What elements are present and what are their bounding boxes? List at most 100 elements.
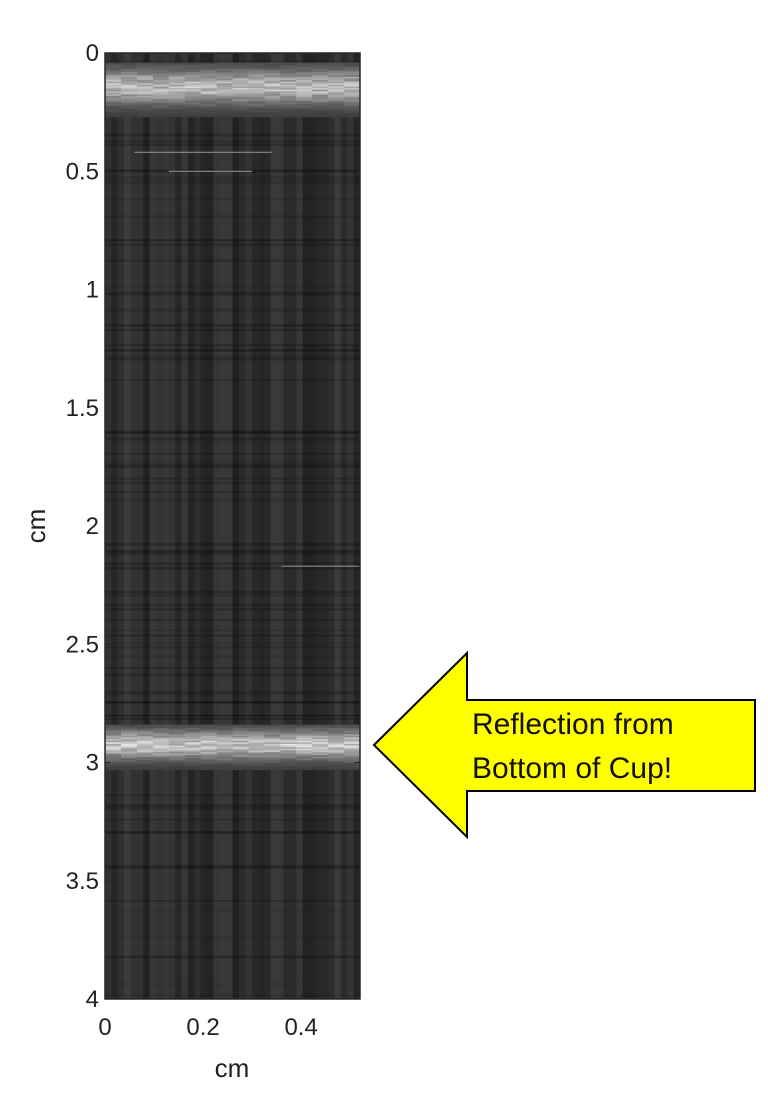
- heatmap-band-cell: [152, 724, 170, 727]
- heatmap-band-cell: [168, 740, 186, 743]
- heatmap-band-cell: [152, 70, 170, 73]
- heatmap-band-cell: [328, 735, 345, 738]
- heatmap-band-cell: [120, 62, 138, 65]
- heatmap-band-cell: [216, 112, 233, 115]
- heatmap-column: [168, 53, 176, 999]
- heatmap-band-cell: [200, 105, 218, 108]
- heatmap-row-streak: [105, 477, 360, 480]
- heatmap-band-cell: [216, 110, 233, 113]
- heatmap-band-cell: [136, 67, 154, 70]
- heatmap-band-cell: [216, 753, 233, 756]
- heatmap-band-cell: [264, 97, 281, 100]
- heatmap-band-cell: [120, 734, 138, 737]
- heatmap-band-cell: [344, 67, 361, 70]
- heatmap-band-cell: [248, 73, 265, 76]
- heatmap-band-cell: [280, 88, 297, 91]
- heatmap-band-cell: [105, 73, 122, 76]
- heatmap-band-cell: [344, 745, 361, 748]
- heatmap-band-cell: [216, 761, 233, 764]
- heatmap-band-cell: [120, 747, 138, 750]
- heatmap-row-streak: [105, 666, 360, 669]
- heatmap-band-cell: [136, 100, 154, 103]
- heatmap-band-cell: [105, 755, 122, 758]
- heatmap-row-streak: [105, 285, 360, 288]
- heatmap-band-cell: [168, 99, 186, 102]
- heatmap-band-cell: [120, 76, 138, 79]
- heatmap-band-cell: [200, 107, 218, 110]
- heatmap-band-cell: [232, 94, 249, 97]
- heatmap-band-cell: [168, 731, 186, 734]
- heatmap-band-cell: [105, 110, 122, 113]
- heatmap-band-cell: [200, 75, 218, 78]
- heatmap-row-streak: [105, 439, 360, 442]
- heatmap-band-cell: [184, 99, 202, 102]
- heatmap-band-cell: [184, 724, 202, 727]
- heatmap-band-cell: [152, 747, 170, 750]
- heatmap-column: [328, 53, 335, 999]
- heatmap-band-cell: [184, 75, 202, 78]
- heatmap-band-cell: [328, 88, 345, 91]
- heatmap-band-cell: [264, 96, 281, 99]
- heatmap-band-cell: [232, 729, 249, 732]
- heatmap-band-cell: [152, 734, 170, 737]
- heatmap-band-cell: [296, 72, 313, 75]
- heatmap-band-cell: [184, 108, 202, 111]
- heatmap-band-cell: [168, 726, 186, 729]
- heatmap-band-cell: [136, 99, 154, 102]
- heatmap-column: [347, 53, 355, 999]
- heatmap-row-streak: [105, 133, 360, 137]
- heatmap-band-cell: [344, 70, 361, 73]
- heatmap-band-cell: [280, 68, 297, 71]
- heatmap-band-cell: [344, 734, 361, 737]
- heatmap-row-streak: [105, 491, 360, 493]
- heatmap-band-cell: [296, 740, 313, 743]
- heatmap-band-cell: [184, 740, 202, 743]
- heatmap-band-cell: [136, 88, 154, 91]
- heatmap-band-cell: [152, 727, 170, 730]
- heatmap-band-cell: [264, 70, 281, 73]
- heatmap-column: [309, 53, 316, 999]
- heatmap-band-cell: [344, 89, 361, 92]
- heatmap-band-cell: [248, 83, 265, 86]
- heatmap-band-cell: [344, 753, 361, 756]
- heatmap-band-cell: [120, 742, 138, 745]
- heatmap-band-cell: [136, 761, 154, 764]
- heatmap-band-cell: [264, 91, 281, 94]
- heatmap-band-cell: [264, 729, 281, 732]
- heatmap-band-cell: [248, 75, 265, 78]
- heatmap-band-cell: [264, 759, 281, 763]
- heatmap-band-cell: [152, 767, 170, 771]
- heatmap-column: [321, 53, 329, 999]
- heatmap-row-streak: [105, 994, 360, 997]
- heatmap-column: [245, 53, 253, 999]
- heatmap-band-cell: [344, 94, 361, 97]
- heatmap-band-cell: [296, 731, 313, 734]
- heatmap-band-cell: [328, 65, 345, 68]
- heatmap-band-cell: [216, 740, 233, 743]
- heatmap-band-cell: [328, 97, 345, 100]
- heatmap-band-cell: [232, 81, 249, 84]
- heatmap-band-cell: [105, 89, 122, 92]
- heatmap-band-cell: [136, 731, 154, 734]
- heatmap-band-cell: [280, 742, 297, 745]
- heatmap-row-streak: [105, 806, 360, 809]
- heatmap-band-cell: [344, 724, 361, 727]
- heatmap-band-cell: [152, 729, 170, 732]
- heatmap-row-streak: [105, 543, 360, 546]
- heatmap-band-cell: [344, 727, 361, 730]
- heatmap-band-cell: [232, 102, 249, 105]
- heatmap-band-cell: [280, 767, 297, 771]
- heatmap-band-cell: [296, 759, 313, 763]
- heatmap-band-cell: [296, 100, 313, 103]
- heatmap-band-cell: [264, 88, 281, 91]
- heatmap-band-cell: [136, 102, 154, 105]
- heatmap-band-cell: [136, 767, 154, 771]
- heatmap-band-cell: [264, 67, 281, 70]
- heatmap-row-streak: [105, 594, 360, 597]
- heatmap-band-cell: [105, 732, 122, 735]
- heatmap-band-cell: [216, 745, 233, 748]
- heatmap-row-streak: [105, 143, 360, 146]
- heatmap-band-cell: [168, 97, 186, 100]
- heatmap-band-cell: [296, 727, 313, 730]
- heatmap-column: [117, 53, 125, 999]
